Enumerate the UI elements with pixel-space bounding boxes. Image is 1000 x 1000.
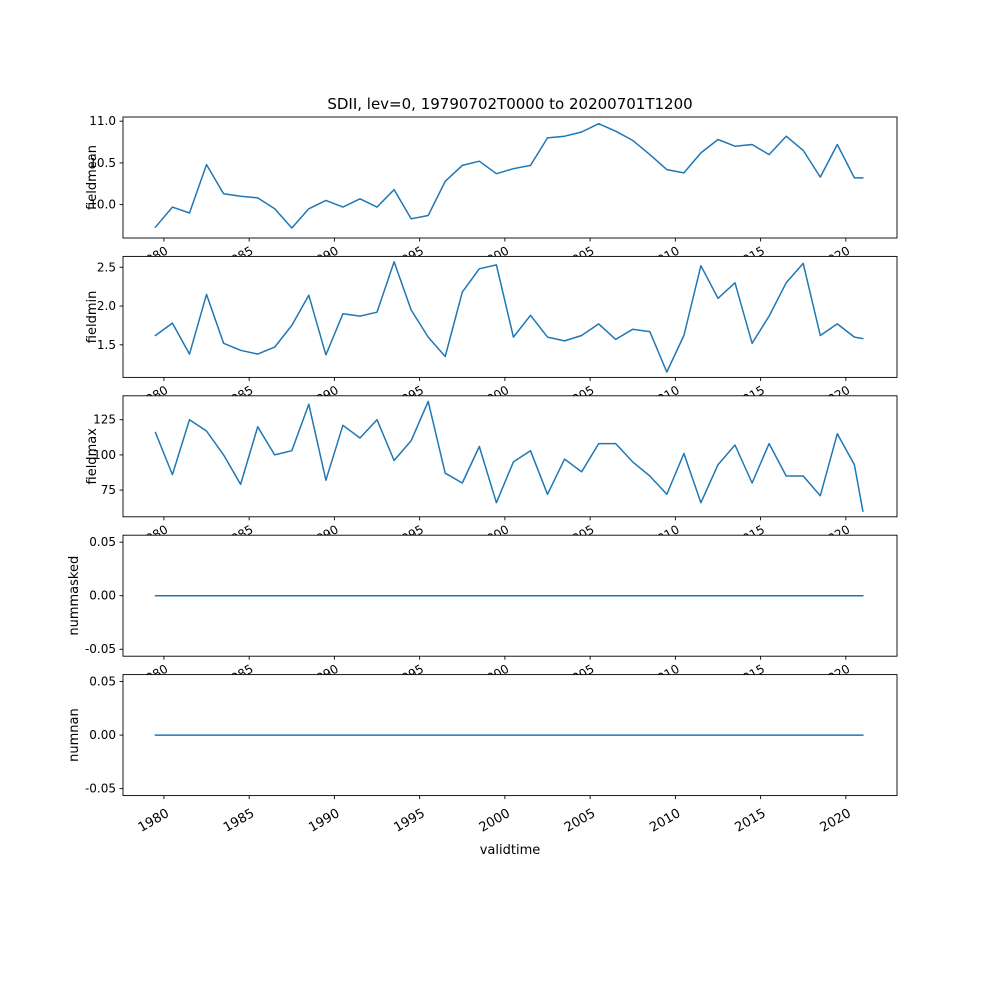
x-tick-label: 2000: [477, 806, 513, 836]
x-tick-label: 2005: [562, 806, 598, 836]
y-tick-label: -0.05: [85, 782, 116, 796]
y-tick-label: -0.05: [85, 642, 116, 656]
y-tick-label: 75: [101, 483, 116, 497]
y-tick-label: 2.0: [97, 299, 116, 313]
series-line-fieldmean: [154, 122, 864, 229]
axes-frame: [122, 116, 898, 239]
y-tick-label: 125: [93, 413, 116, 427]
x-tick-label: 1985: [221, 806, 257, 836]
x-tick-label: 2020: [818, 806, 854, 836]
x-tick-label: 1980: [136, 806, 172, 836]
y-tick-label: 11.0: [89, 114, 116, 128]
y-axis-label: nummasked: [67, 556, 82, 636]
y-tick-label: 10.0: [89, 198, 116, 212]
subplot-numnan: 1980 1985 1990 1995 2000 2005 2010 2015 2020 -0.0…: [67, 674, 898, 836]
y-tick-label: 0.05: [89, 675, 116, 689]
x-tick-label: 1990: [306, 806, 342, 836]
y-tick-label: 10.5: [89, 156, 116, 170]
y-tick-label: 0.05: [89, 535, 116, 549]
x-tick-label: 1995: [391, 806, 427, 836]
subplot-fieldmax: 1980198519901995200020052010201520207510…: [85, 395, 898, 550]
x-tick-label: 2015: [732, 806, 768, 836]
y-axis-label: fieldmean: [85, 145, 100, 210]
y-axis-label: numnan: [67, 708, 82, 762]
x-axis-title: validtime: [479, 843, 541, 858]
chart-title: SDII, lev=0, 19790702T0000 to 20200701T1…: [327, 95, 693, 113]
axes-frame: [122, 255, 898, 378]
series-line-fieldmin: [154, 261, 864, 373]
subplot-fieldmean: 19801985199019952000200520102015202010.0…: [85, 114, 898, 271]
y-tick-label: 0.00: [89, 728, 116, 742]
y-tick-label: 0.00: [89, 589, 116, 603]
axes-frame: [122, 395, 898, 518]
y-tick-label: 2.5: [97, 260, 116, 274]
y-tick-label: 100: [93, 448, 116, 462]
y-axis-label: fieldmin: [85, 291, 100, 344]
series-line-fieldmax: [154, 400, 864, 512]
subplot-nummasked: 198019851990199520002005201020152020-0.0…: [67, 534, 898, 689]
subplot-fieldmin: 1980198519901995200020052010201520201.52…: [85, 255, 898, 410]
x-tick-label: 2010: [647, 806, 683, 836]
y-tick-label: 1.5: [97, 338, 116, 352]
y-axis-label: fieldmax: [85, 428, 100, 485]
